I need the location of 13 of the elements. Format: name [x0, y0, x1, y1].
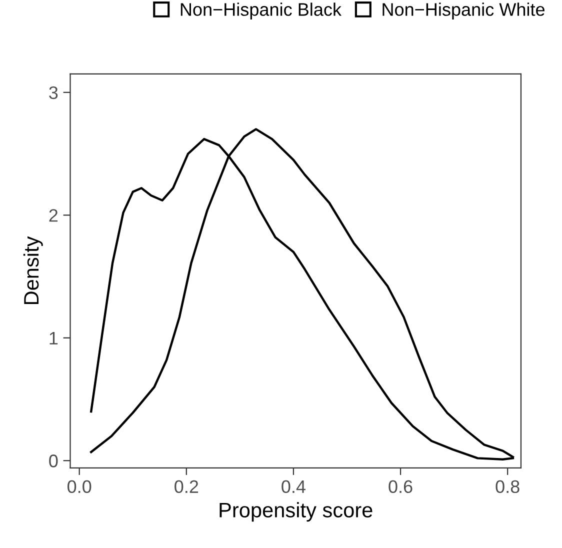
y-tick-label: 0	[49, 454, 58, 468]
x-tick-label: 0.6	[388, 480, 412, 494]
x-tick-label: 0.8	[496, 480, 520, 494]
y-tick-label: 1	[50, 332, 58, 344]
y-tick-label: 3	[49, 86, 58, 100]
x-axis-title: Propensity score	[220, 502, 372, 522]
x-tick-label: 0.2	[174, 480, 198, 494]
x-tick-label: 0.4	[282, 480, 306, 494]
legend-label: Non−Hispanic Black	[180, 2, 342, 20]
y-tick-label: 2	[49, 209, 58, 222]
y-axis-title: Density	[23, 236, 43, 304]
legend-label: Non−Hispanic White	[382, 2, 545, 20]
x-tick-label: 0.0	[68, 480, 92, 494]
